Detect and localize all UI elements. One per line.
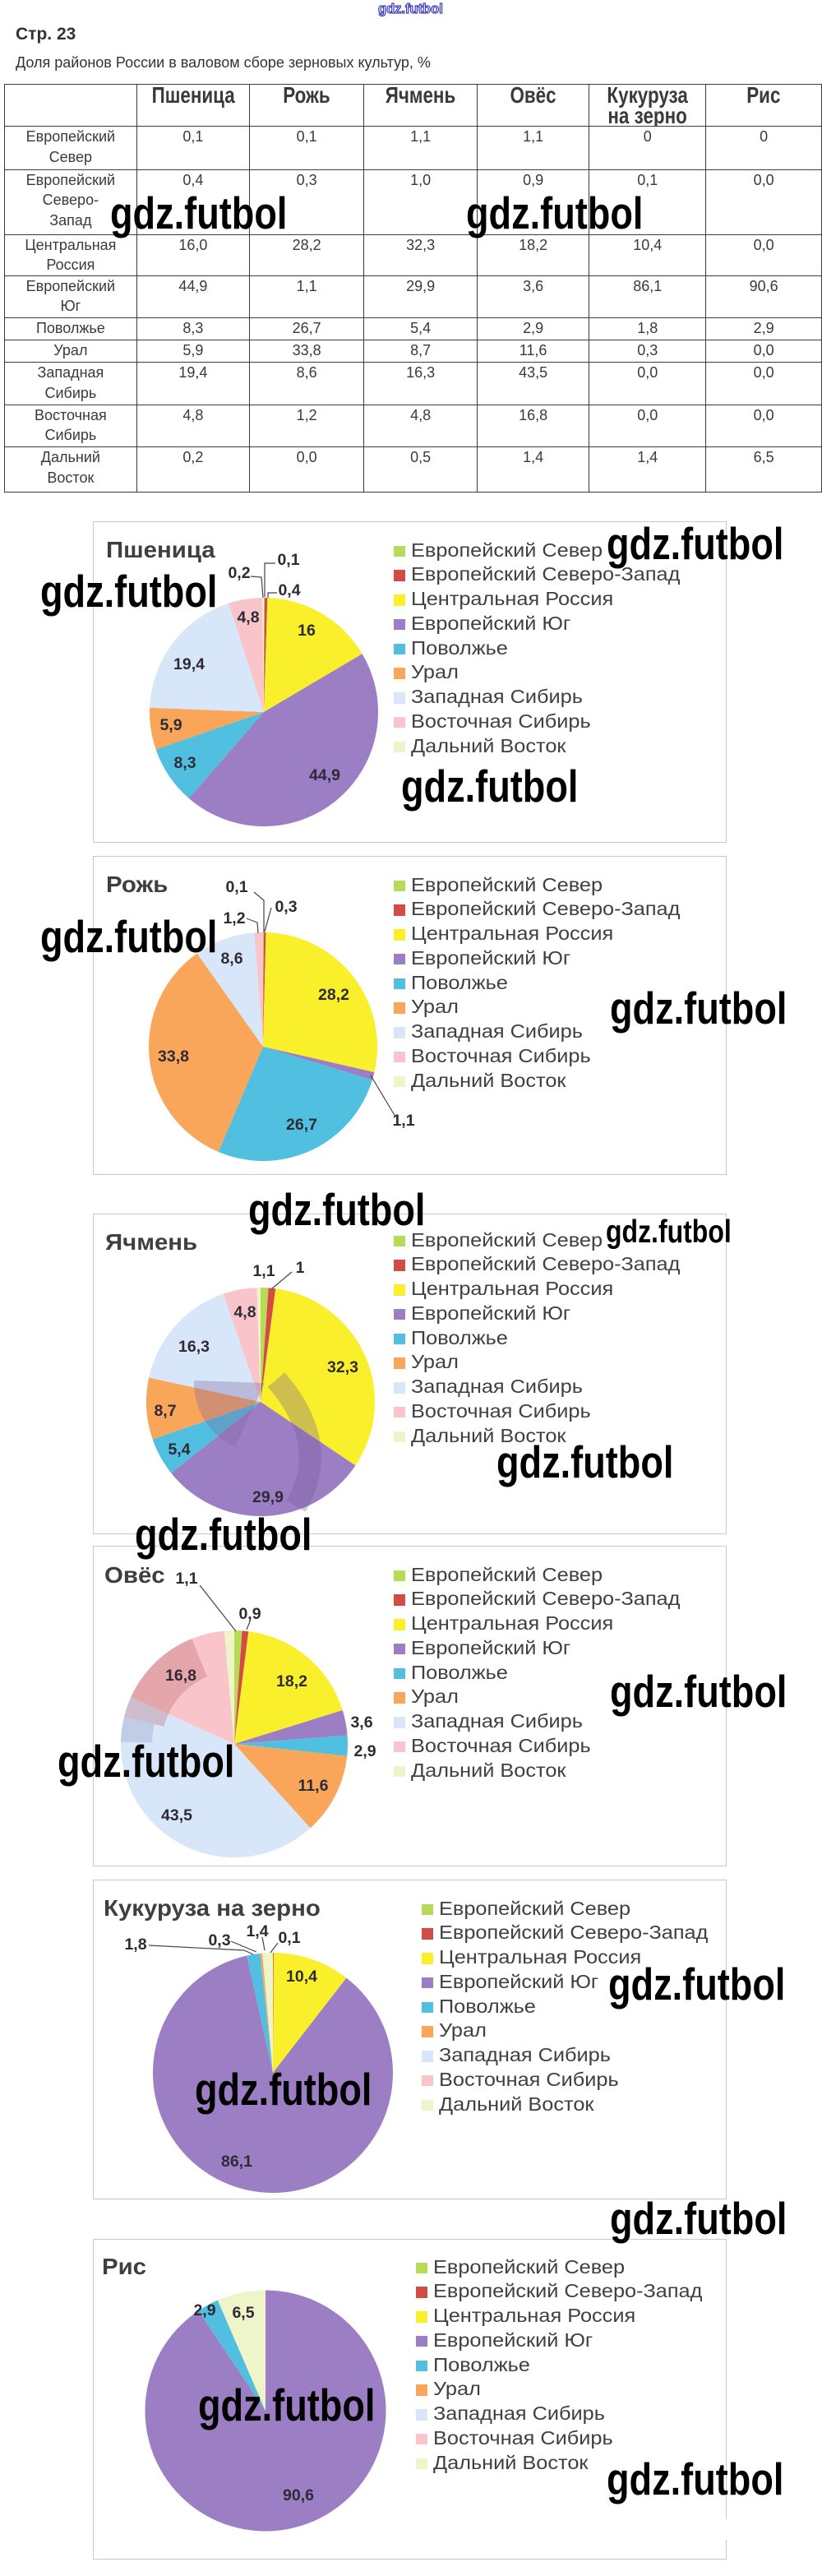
svg-text:0,9: 0,9 [238, 1605, 261, 1623]
svg-text:1,1: 1,1 [392, 1112, 414, 1130]
svg-text:5,9: 5,9 [159, 716, 182, 734]
svg-text:16,3: 16,3 [178, 1338, 210, 1356]
svg-text:8,6: 8,6 [220, 950, 242, 968]
svg-text:16,8: 16,8 [165, 1667, 196, 1685]
svg-text:86,1: 86,1 [221, 2153, 252, 2171]
svg-text:1,1: 1,1 [252, 1262, 275, 1280]
svg-text:0,4: 0,4 [278, 581, 300, 599]
svg-text:0,1: 0,1 [277, 551, 299, 569]
svg-text:2,9: 2,9 [353, 1742, 376, 1760]
svg-text:2,9: 2,9 [193, 2301, 215, 2319]
svg-text:1: 1 [296, 1259, 305, 1277]
svg-text:0,1: 0,1 [278, 1929, 300, 1947]
svg-text:16: 16 [298, 622, 316, 640]
svg-text:0,3: 0,3 [208, 1931, 230, 1949]
svg-text:90,6: 90,6 [283, 2486, 314, 2504]
svg-text:32,3: 32,3 [327, 1358, 358, 1376]
svg-text:4,8: 4,8 [237, 608, 259, 627]
svg-text:1,2: 1,2 [223, 909, 245, 927]
svg-text:29,9: 29,9 [252, 1488, 284, 1506]
svg-text:8,7: 8,7 [154, 1402, 176, 1420]
svg-text:26,7: 26,7 [286, 1116, 317, 1134]
svg-text:19,4: 19,4 [173, 655, 205, 673]
svg-text:0,3: 0,3 [275, 898, 297, 916]
svg-text:18,2: 18,2 [276, 1672, 307, 1690]
svg-text:11,6: 11,6 [298, 1777, 329, 1795]
svg-text:0,1: 0,1 [225, 878, 247, 896]
svg-text:3,6: 3,6 [350, 1713, 372, 1732]
svg-text:28,2: 28,2 [318, 986, 349, 1004]
svg-text:5,4: 5,4 [168, 1441, 190, 1459]
svg-text:1,8: 1,8 [124, 1935, 146, 1954]
svg-text:6,5: 6,5 [232, 2304, 254, 2322]
svg-text:10,4: 10,4 [286, 1968, 317, 1986]
svg-text:1,1: 1,1 [175, 1570, 197, 1588]
svg-text:1,4: 1,4 [246, 1922, 268, 1940]
svg-text:33,8: 33,8 [158, 1048, 189, 1066]
svg-text:4,8: 4,8 [233, 1303, 256, 1321]
svg-text:0,2: 0,2 [228, 564, 250, 582]
svg-text:8,3: 8,3 [173, 754, 196, 772]
svg-text:44,9: 44,9 [309, 766, 340, 784]
svg-text:43,5: 43,5 [161, 1806, 192, 1824]
